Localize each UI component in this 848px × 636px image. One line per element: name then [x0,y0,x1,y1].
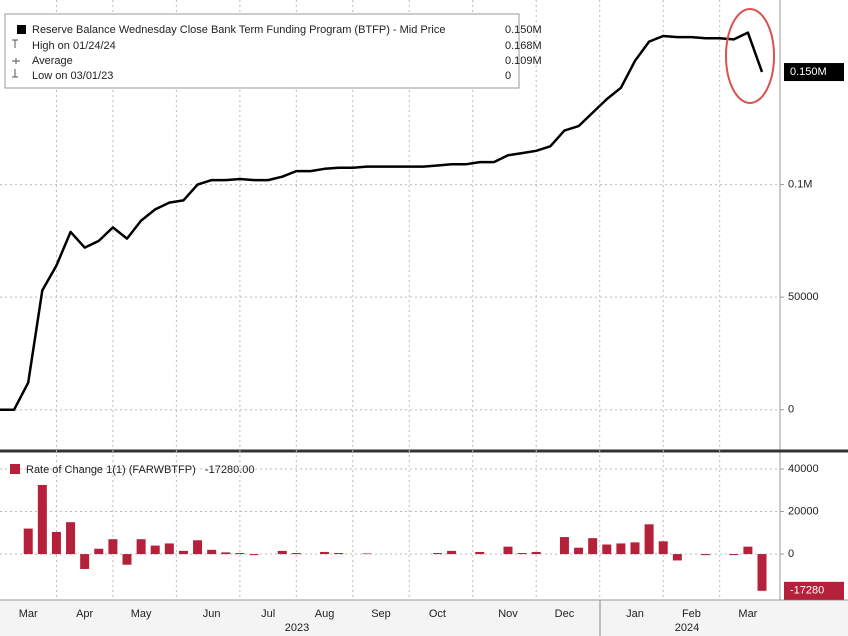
legend-swatch [17,25,26,34]
bar [729,554,739,556]
bar [37,484,47,555]
legend-value: 0.150M [505,24,542,36]
x-tick-label: Feb [682,608,701,620]
bar [334,553,344,555]
bar [672,554,682,561]
legend-value: 0.109M [505,55,542,67]
legend-value: 0.168M [505,40,542,52]
legend-value: 0 [505,70,511,82]
last-value-tag [784,581,844,600]
bar [51,531,61,555]
legend-label: Average [32,55,73,67]
bar [757,554,767,591]
bar [743,546,753,555]
bar [80,554,90,569]
bar [235,553,245,555]
y-tick-label: 0 [788,404,794,416]
bar [559,537,569,555]
legend-label: Reserve Balance Wednesday Close Bank Ter… [32,24,445,36]
x-axis-band [0,600,848,636]
last-value-label: 0.150M [790,66,827,78]
bar [362,553,372,555]
bar [122,554,132,565]
x-tick-label: Nov [498,608,518,620]
bar [23,528,33,555]
bar [644,524,654,555]
bar [630,542,640,555]
legend-label: Low on 03/01/23 [32,70,113,82]
average-icon [12,58,20,64]
legend-label: High on 01/24/24 [32,40,116,52]
y-tick-label: 40000 [788,463,819,475]
legend-swatch [10,464,20,474]
x-tick-label: Mar [738,608,757,620]
bar [531,551,541,555]
bar [475,551,485,555]
bar [249,554,259,556]
x-tick-label: Jan [626,608,644,620]
year-label: 2023 [285,622,309,634]
x-tick-label: Oct [429,608,446,620]
legend-value: -17280.00 [205,464,255,476]
bar [291,553,301,555]
bar [178,550,188,555]
bar [588,538,598,555]
x-tick-label: Apr [76,608,93,620]
bar [320,551,330,555]
bar [658,541,668,555]
y-tick-label: 50000 [788,291,819,303]
bar [193,540,203,555]
x-tick-label: Jul [261,608,275,620]
x-tick-label: Sep [371,608,391,620]
bar [150,545,160,555]
last-value-label: -17280 [790,585,824,597]
bar [136,539,146,555]
y-tick-label: 20000 [788,505,819,517]
bar [164,543,174,555]
bar [574,547,584,555]
bar [701,554,711,556]
x-tick-label: Dec [555,608,575,620]
bar [277,550,287,555]
bar [432,553,442,555]
legend-box [4,13,520,89]
y-tick-label: 0.1M [788,179,812,191]
x-tick-label: May [131,608,152,620]
x-tick-label: Jun [203,608,221,620]
high-icon [12,39,18,48]
bar [207,549,217,555]
bar [66,522,76,555]
x-tick-label: Aug [315,608,335,620]
y-tick-label: 0 [788,548,794,560]
bar [94,548,104,555]
low-icon [12,69,18,78]
line [0,31,764,411]
bar [503,546,513,555]
last-value-tag [784,63,844,82]
legend-2: Rate of Change 1(1) (FARWBTFP) -17280.00 [10,464,255,476]
legend: Reserve Balance Wednesday Close Bank Ter… [4,13,542,89]
bar [221,552,231,555]
bar [447,550,457,555]
bar [517,553,527,555]
year-label: 2024 [675,622,699,634]
bar [108,539,118,555]
bar [616,543,626,555]
x-tick-label: Mar [19,608,38,620]
legend-label: Rate of Change 1(1) (FARWBTFP) [26,464,196,476]
highlight-circle [725,8,775,104]
bar [602,544,612,555]
